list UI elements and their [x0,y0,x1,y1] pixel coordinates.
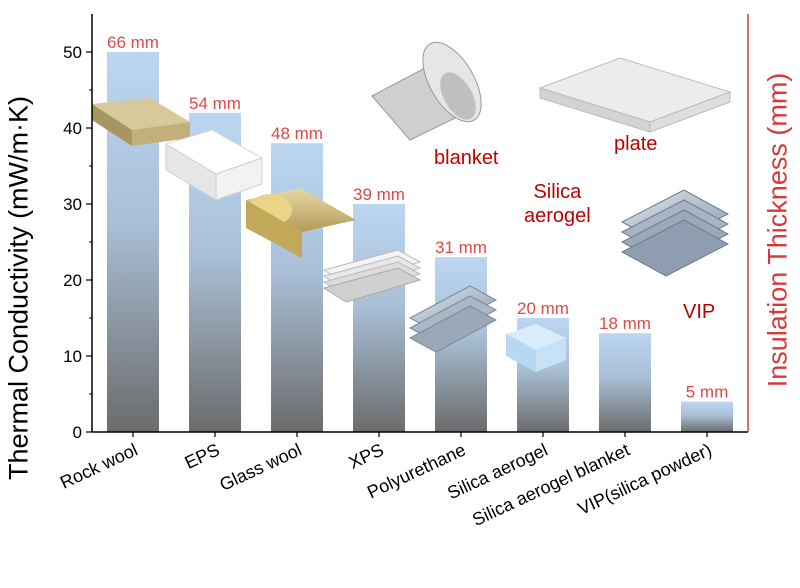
blanket-photo [371,41,482,141]
x-tick-label: Glass wool [216,439,304,494]
data-label: 39 mm [353,185,405,204]
x-tick-label: EPS [182,439,223,472]
data-label: 48 mm [271,124,323,143]
plate-photo [538,57,732,133]
data-label: 5 mm [686,383,729,402]
y-tick-label: 10 [63,347,82,366]
glass-wool-photo [246,188,356,258]
data-label: 66 mm [107,33,159,52]
y-tick-label: 30 [63,195,82,214]
polyurethane-photo [408,285,498,353]
x-tick-label: XPS [346,439,387,472]
silica-aerogel-photo [506,324,566,372]
y-tick-label: 0 [73,423,82,442]
silica-aerogel-label: Silica aerogel [524,181,591,227]
x-tick-label: Rock wool [57,439,141,492]
vip-label: VIP [683,301,716,323]
material-photos [92,41,732,372]
y-axis-title: Thermal Conductivity (mW/m·K) [3,95,34,481]
y-tick-label: 50 [63,43,82,62]
plate-label: plate [614,133,658,155]
y-tick-label: 20 [63,271,82,290]
data-label: 31 mm [435,238,487,257]
data-label: 54 mm [189,94,241,113]
xps-photo [322,249,422,303]
bar [271,143,323,432]
eps-photo [164,129,264,201]
y-tick-label: 40 [63,119,82,138]
vip-photo [620,189,730,277]
rock-wool-photo [92,98,190,146]
bar [353,204,405,432]
data-label: 20 mm [517,299,569,318]
bar [599,333,651,432]
data-label: 18 mm [599,314,651,333]
x-tick-label: VIP(silica powder) [575,439,715,518]
blanket-label: blanket [434,147,499,169]
bar [681,401,733,432]
y2-axis-title: Insulation Thickness (mm) [762,72,793,388]
